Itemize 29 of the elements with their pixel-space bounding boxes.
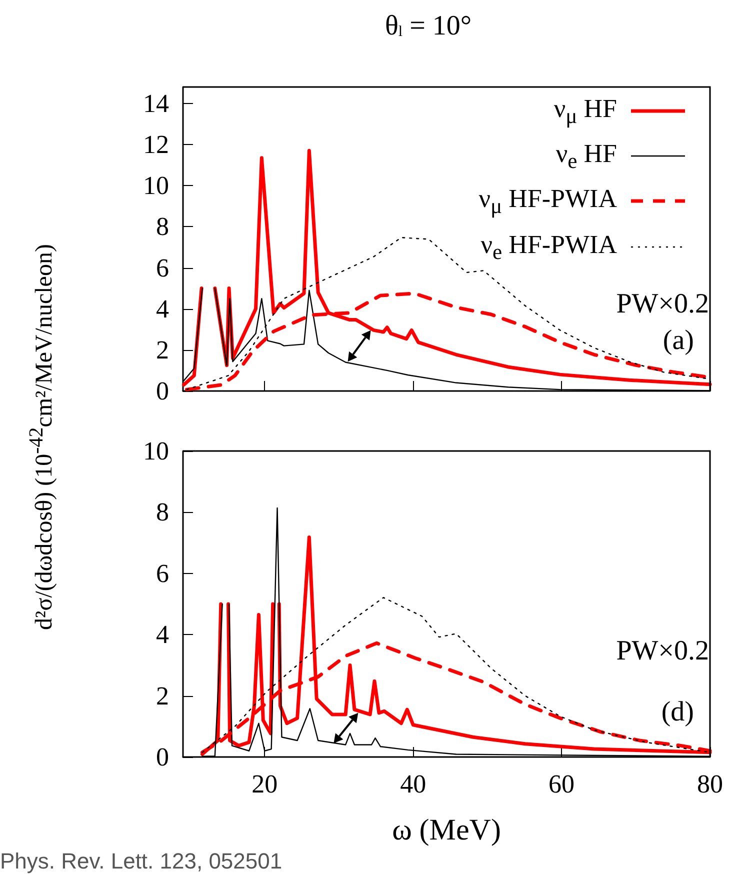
chart-title: θl = 10° (385, 10, 472, 42)
x-tick-label: 60 (548, 770, 575, 798)
annotation: PW×0.2 (616, 635, 710, 666)
x-tick-label: 40 (400, 770, 426, 798)
x-tick-label: 80 (697, 770, 723, 798)
annotation: (d) (661, 696, 694, 728)
y-tick-label: 8 (156, 212, 169, 242)
y-tick-label: 6 (156, 558, 169, 588)
y-tick-label: 4 (156, 620, 169, 650)
y-tick-label: 10 (143, 436, 169, 466)
y-tick-label: 4 (156, 294, 169, 324)
x-axis-title: ω (MeV) (392, 814, 501, 846)
y-tick-label: 0 (156, 742, 169, 772)
legend-label: ν$_{μ}$ HF (554, 94, 617, 128)
legend-label: ν$_{e}$ HF (556, 139, 617, 174)
legend-label: ν$_{μ}$ HF-PWIA (478, 184, 617, 219)
y-tick-label: 2 (156, 335, 169, 364)
legend-label: ν$_{e}$ HF-PWIA (480, 230, 617, 264)
y-tick-label: 6 (156, 253, 169, 282)
y-tick-label: 8 (156, 498, 169, 527)
annotation: (a) (662, 324, 694, 356)
y-tick-label: 14 (143, 88, 169, 118)
x-tick-label: 20 (252, 770, 278, 798)
text: Phys. Rev. Lett. 123, 052501 (0, 848, 282, 874)
annotation: PW×0.2 (616, 288, 710, 320)
y-tick-label: 0 (156, 376, 169, 406)
y-tick-label: 12 (143, 130, 169, 160)
y-tick-label: 2 (156, 681, 169, 710)
y-tick-label: 10 (143, 171, 169, 200)
